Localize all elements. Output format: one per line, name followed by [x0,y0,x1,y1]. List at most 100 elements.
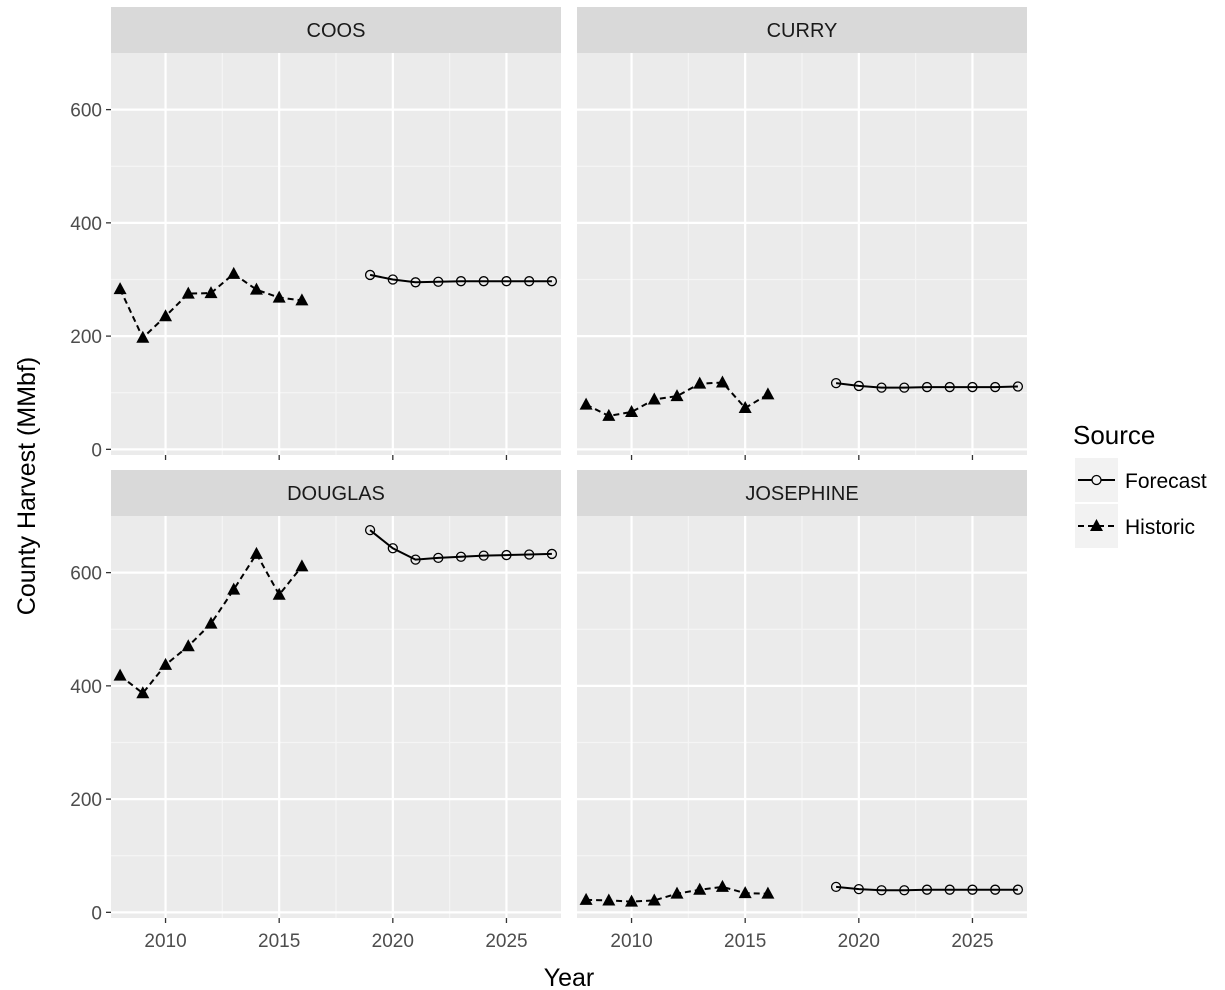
y-tick-label: 0 [91,440,102,461]
x-tick-label: 2025 [485,931,527,952]
x-tick-label: 2015 [724,931,766,952]
data-point-historic [579,397,593,410]
data-point-forecast [921,381,933,393]
data-point-forecast [478,550,489,561]
data-point-historic [181,286,195,299]
data-point-forecast [876,382,887,393]
legend-key-marker [1090,519,1103,531]
x-tick-label: 2015 [258,931,300,952]
x-tick-label: 2020 [838,931,880,952]
data-point-forecast [1012,884,1024,895]
data-point-forecast [433,276,444,287]
data-point-historic [181,639,195,652]
y-tick-label: 0 [91,903,102,924]
series-line-forecast [836,885,1018,892]
series-line-forecast [369,273,552,284]
strip-label: COOS [307,20,366,42]
data-point-historic [738,886,752,899]
strip-background [577,7,1027,53]
data-point-forecast [967,884,978,895]
series-line-historic [119,272,303,340]
data-point-historic [647,893,661,906]
data-point-historic [295,293,309,306]
data-point-historic [670,886,684,899]
data-point-forecast [944,884,955,895]
data-point-historic [670,389,684,402]
panel-douglas: DOUGLAS 0 200 400 600 2010 2015 2020 2025 [70,470,561,952]
data-point-forecast [387,274,398,285]
data-point-forecast [853,380,864,392]
data-point-historic [159,309,173,322]
data-point-historic [761,387,775,400]
panel-coos: COOS 0 200 400 600 [70,7,561,461]
data-point-historic [249,546,263,559]
data-point-historic [602,408,616,421]
data-point-historic [625,404,639,417]
legend-key-marker [1091,474,1102,486]
data-point-forecast [921,884,933,895]
y-axis-title: County Harvest (MMbf) [13,357,41,615]
data-point-forecast [853,883,864,895]
data-point-forecast [967,381,978,393]
data-point-historic [227,266,241,279]
data-point-historic [647,392,661,405]
data-point-historic [715,879,729,892]
data-point-historic [761,886,775,899]
legend-title: Source [1073,420,1155,450]
data-point-historic [602,893,616,906]
data-point-forecast [364,525,376,536]
data-point-forecast [501,276,512,287]
data-point-historic [738,401,752,414]
y-tick-label: 400 [70,214,102,235]
y-tick-label: 200 [70,790,102,811]
data-point-historic [715,375,729,388]
data-point-forecast [944,381,955,393]
legend-key-forecast [1075,458,1118,502]
strip-background [111,470,561,516]
legend: Source Forecast Historic [1073,420,1207,548]
series-line-forecast [835,382,1018,389]
data-point-historic [136,330,150,343]
data-point-historic [693,882,707,895]
strip-label: JOSEPHINE [745,483,858,505]
data-point-historic [625,894,639,907]
data-point-forecast [455,551,467,562]
strip-background [577,470,1027,516]
data-point-forecast [990,884,1001,895]
strip-label: DOUGLAS [287,483,385,505]
legend-key-historic [1075,504,1118,548]
data-point-forecast [546,276,558,287]
data-point-historic [113,668,127,681]
data-point-forecast [830,377,842,389]
data-point-forecast [524,276,535,287]
data-point-historic [272,587,286,600]
data-point-historic [249,282,263,295]
data-point-forecast [876,885,887,896]
data-point-historic [204,616,218,629]
x-axis-title: Year [544,964,595,990]
data-point-forecast [455,276,467,287]
data-point-historic [204,286,218,299]
data-point-historic [113,282,127,295]
x-tick-label: 2010 [610,931,652,952]
data-point-forecast [387,543,398,554]
data-point-forecast [524,549,535,560]
data-point-forecast [899,885,910,896]
data-point-historic [295,559,309,572]
data-point-historic [693,376,707,389]
data-point-historic [272,290,286,303]
data-point-forecast [410,554,421,565]
series-line-historic [119,551,303,695]
legend-label: Historic [1125,516,1195,539]
y-tick-label: 600 [70,101,102,122]
data-point-historic [136,686,150,699]
panel-josephine: JOSEPHINE 2010 2015 2020 2025 [577,470,1027,952]
data-point-forecast [830,881,842,893]
series-line-historic [585,381,769,417]
y-tick-label: 400 [70,677,102,698]
y-tick-label: 600 [70,564,102,585]
data-point-forecast [546,548,558,560]
data-point-historic [159,657,173,670]
panel-curry: CURRY [577,7,1027,460]
